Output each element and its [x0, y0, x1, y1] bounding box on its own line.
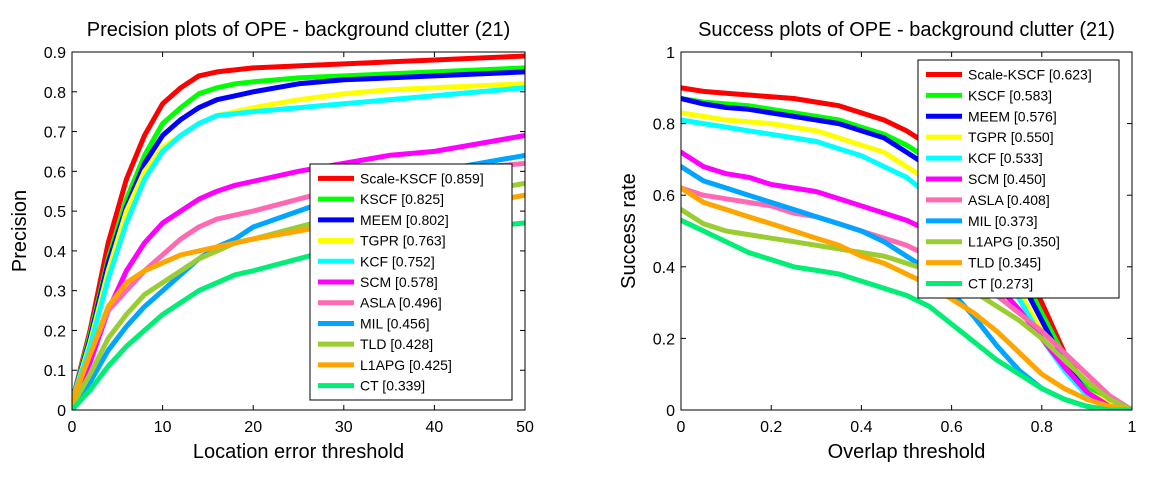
x-tick-label: 10: [154, 419, 172, 436]
legend-entry: TLD [0.428]: [360, 336, 433, 352]
legend-entry: MIL [0.373]: [968, 213, 1038, 229]
series-line-11: [681, 217, 1132, 410]
y-tick-label: 0.1: [44, 363, 66, 380]
legend-entry: SCM [0.450]: [968, 171, 1046, 187]
x-tick-label: 0: [68, 419, 77, 436]
series-line-7: [681, 185, 1132, 410]
y-tick-label: 1: [666, 45, 675, 62]
chart-panel-2: Success plots of OPE - background clutte…: [618, 19, 1137, 463]
x-tick-label: 0.4: [850, 419, 872, 436]
legend-entry: L1APG [0.425]: [360, 357, 452, 373]
legend-entry: MEEM [0.576]: [968, 108, 1057, 124]
series-line-6: [681, 149, 1132, 410]
legend: Scale-KSCF [0.859] KSCF [0.825] MEEM [0.80…: [309, 163, 513, 401]
series-line-1: [72, 53, 525, 405]
y-tick-label: 0.9: [44, 45, 66, 62]
y-axis-label: Success rate: [618, 173, 640, 289]
legend: Scale-KSCF [0.623] KSCF [0.583] MEEM [0.57…: [917, 59, 1120, 299]
legend-entry: CT [0.339]: [360, 378, 425, 394]
y-tick-label: 0.4: [653, 260, 675, 277]
legend-entry: TLD [0.345]: [968, 255, 1041, 271]
chart-title: Success plots of OPE - background clutte…: [698, 19, 1115, 41]
legend-entry: KCF [0.533]: [968, 150, 1043, 166]
legend-entry: Scale-KSCF [0.623]: [968, 66, 1092, 82]
series-line-1: [681, 85, 1132, 410]
x-tick-label: 0.6: [940, 419, 962, 436]
chart-title: Precision plots of OPE - background clut…: [87, 19, 511, 41]
y-tick-label: 0.5: [44, 204, 66, 221]
axes-box: [71, 51, 526, 411]
y-tick-label: 0.6: [44, 164, 66, 181]
y-tick-label: 0.3: [44, 284, 66, 301]
x-tick-label: 40: [426, 419, 444, 436]
legend-entry: TGPR [0.550]: [968, 129, 1054, 145]
x-tick-label: 1: [1128, 419, 1137, 436]
x-tick-label: 0.8: [1031, 419, 1053, 436]
x-tick-label: 0.2: [760, 419, 782, 436]
y-tick-label: 0.7: [44, 125, 66, 142]
legend-entry: MEEM [0.802]: [360, 212, 449, 228]
x-tick-label: 50: [516, 419, 534, 436]
legend-entry: KSCF [0.825]: [360, 191, 444, 207]
y-tick-label: 0.6: [653, 188, 675, 205]
y-tick-label: 0.8: [653, 117, 675, 134]
x-tick-label: 0: [677, 419, 686, 436]
chart-panel-1: Precision plots of OPE - background clut…: [9, 19, 534, 463]
x-axis-label: Overlap threshold: [828, 441, 986, 463]
y-tick-label: 0.2: [653, 331, 675, 348]
legend-entry: CT [0.273]: [968, 276, 1033, 292]
y-tick-label: 0: [666, 403, 675, 420]
legend-entry: TGPR [0.763]: [360, 233, 446, 249]
y-tick-label: 0.8: [44, 85, 66, 102]
legend-entry: SCM [0.578]: [360, 274, 438, 290]
y-tick-label: 0.2: [44, 323, 66, 340]
y-tick-label: 0: [57, 403, 66, 420]
legend-entry: Scale-KSCF [0.859]: [360, 170, 484, 186]
x-axis-label: Location error threshold: [193, 441, 404, 463]
series-line-6: [72, 133, 525, 405]
series-line-9: [681, 207, 1132, 410]
legend-entry: KCF [0.752]: [360, 253, 435, 269]
series-line-5: [72, 85, 525, 405]
legend-entry: ASLA [0.408]: [968, 192, 1050, 208]
legend-entry: L1APG [0.350]: [968, 234, 1060, 250]
legend-entry: ASLA [0.496]: [360, 295, 442, 311]
x-tick-label: 30: [335, 419, 353, 436]
series-line-10: [681, 185, 1132, 410]
legend-entry: KSCF [0.583]: [968, 87, 1052, 103]
series-group: [681, 85, 1132, 410]
series-line-2: [681, 96, 1132, 410]
legend-entry: MIL [0.456]: [360, 315, 430, 331]
y-tick-label: 0.4: [44, 244, 66, 261]
y-axis-label: Precision: [9, 190, 31, 272]
series-line-3: [681, 96, 1132, 410]
axes-box: [680, 51, 1133, 411]
x-tick-label: 20: [244, 419, 262, 436]
